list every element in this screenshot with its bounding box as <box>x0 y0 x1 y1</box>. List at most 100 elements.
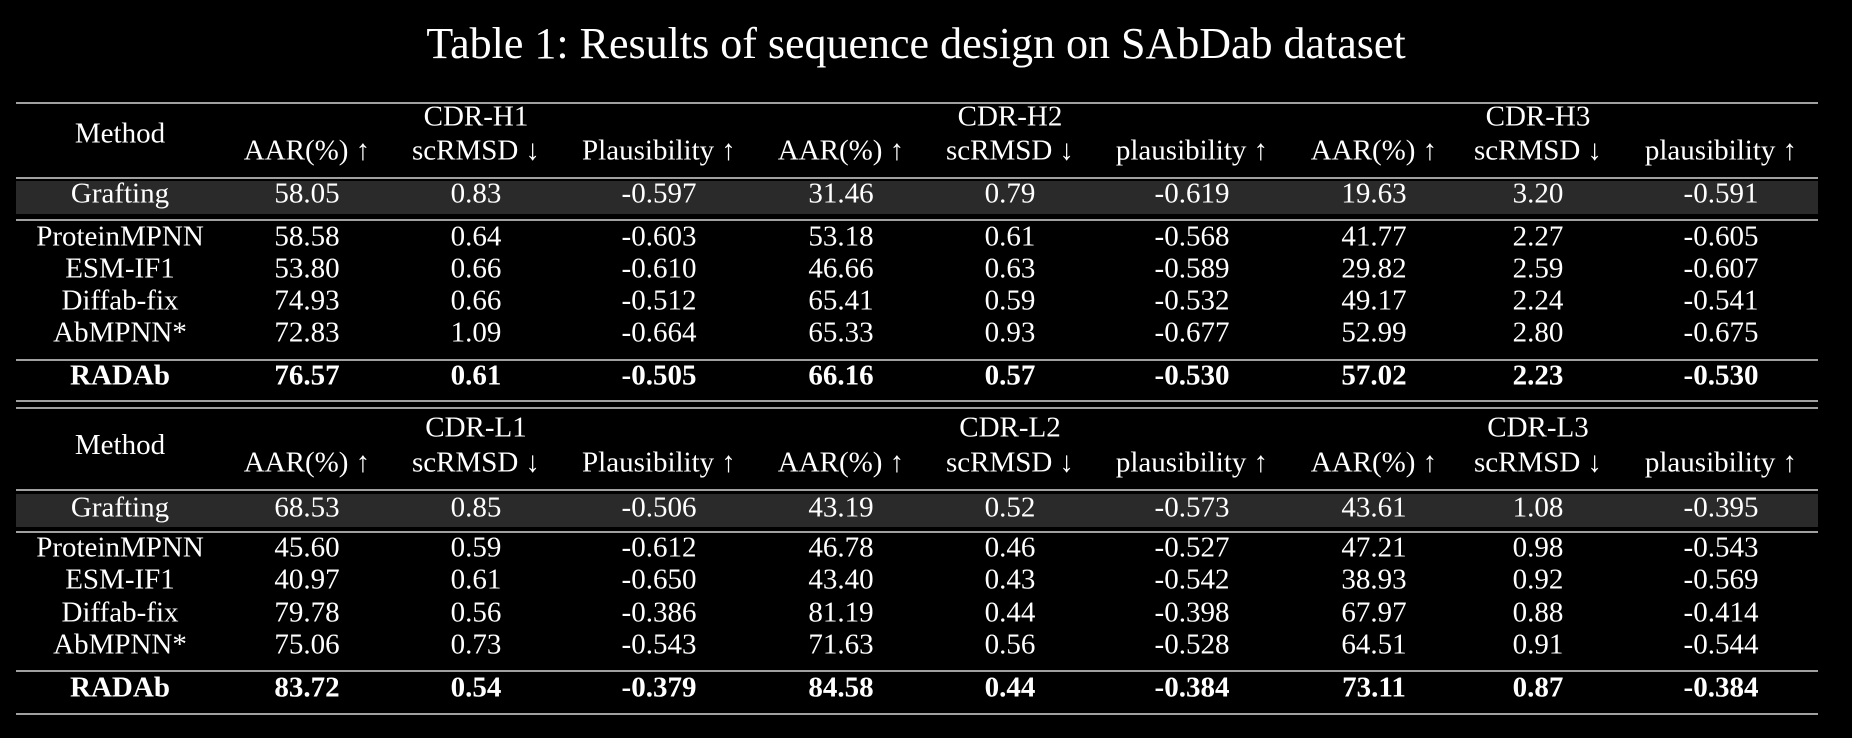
cell: 65.41 <box>808 285 873 317</box>
cell: 0.85 <box>451 492 502 524</box>
cell: -0.677 <box>1155 317 1230 349</box>
cell: -0.597 <box>622 178 697 210</box>
cell: 0.56 <box>985 629 1036 661</box>
cell: 0.91 <box>1513 629 1564 661</box>
cell: 41.77 <box>1341 221 1406 253</box>
cell: 0.93 <box>985 317 1036 349</box>
group-header: CDR-H3 <box>1486 101 1591 133</box>
column-header: scRMSD ↓ <box>1474 135 1602 167</box>
column-header: AAR(%) ↑ <box>778 135 904 167</box>
cell: -0.589 <box>1155 253 1230 285</box>
method-name: RADAb <box>70 360 170 392</box>
method-name: AbMPNN* <box>53 317 187 349</box>
method-header: Method <box>75 118 166 150</box>
cell: 38.93 <box>1341 564 1406 596</box>
cell: 43.19 <box>808 492 873 524</box>
column-header: AAR(%) ↑ <box>1311 135 1437 167</box>
cell: -0.386 <box>622 597 697 629</box>
method-name: ProteinMPNN <box>36 221 204 253</box>
cell: 0.54 <box>451 672 502 704</box>
cell: 0.79 <box>985 178 1036 210</box>
cell: 31.46 <box>808 178 873 210</box>
cell: 0.66 <box>451 285 502 317</box>
cell: 71.63 <box>808 629 873 661</box>
column-header: AAR(%) ↑ <box>1311 447 1437 479</box>
cell: -0.591 <box>1684 178 1759 210</box>
cell: 83.72 <box>274 672 339 704</box>
cell: -0.605 <box>1684 221 1759 253</box>
cell: 0.92 <box>1513 564 1564 596</box>
cell: -0.664 <box>622 317 697 349</box>
column-header: plausibility ↑ <box>1116 135 1268 167</box>
cell: 2.59 <box>1513 253 1564 285</box>
column-header: scRMSD ↓ <box>412 447 540 479</box>
cell: 0.56 <box>451 597 502 629</box>
method-name: Diffab-fix <box>61 597 179 629</box>
cell: 2.27 <box>1513 221 1564 253</box>
cell: -0.506 <box>622 492 697 524</box>
cell: -0.512 <box>622 285 697 317</box>
column-header: AAR(%) ↑ <box>244 447 370 479</box>
cell: 0.98 <box>1513 532 1564 564</box>
cell: -0.379 <box>622 672 697 704</box>
column-header: scRMSD ↓ <box>946 135 1074 167</box>
cell: 66.16 <box>808 360 873 392</box>
cell: 76.57 <box>274 360 339 392</box>
cell: 0.61 <box>451 564 502 596</box>
group-header: CDR-H2 <box>958 101 1063 133</box>
method-name: Grafting <box>71 178 169 210</box>
column-header: scRMSD ↓ <box>1474 447 1602 479</box>
cell: -0.543 <box>622 629 697 661</box>
cell: 43.61 <box>1341 492 1406 524</box>
cell: -0.544 <box>1684 629 1759 661</box>
cell: 0.88 <box>1513 597 1564 629</box>
group-header: CDR-L3 <box>1487 412 1589 444</box>
method-name: Diffab-fix <box>61 285 179 317</box>
cell: -0.528 <box>1155 629 1230 661</box>
cell: 0.64 <box>451 221 502 253</box>
cell: -0.607 <box>1684 253 1759 285</box>
column-header: Plausibility ↑ <box>582 447 736 479</box>
cell: -0.619 <box>1155 178 1230 210</box>
cell: 74.93 <box>274 285 339 317</box>
method-name: ProteinMPNN <box>36 532 204 564</box>
cell: 0.73 <box>451 629 502 661</box>
cell: -0.569 <box>1684 564 1759 596</box>
cell: 2.80 <box>1513 317 1564 349</box>
cell: -0.384 <box>1684 672 1759 704</box>
group-header: CDR-L2 <box>959 412 1061 444</box>
cell: 0.43 <box>985 564 1036 596</box>
cell: 58.05 <box>274 178 339 210</box>
method-name: ESM-IF1 <box>65 564 175 596</box>
cell: 64.51 <box>1341 629 1406 661</box>
cell: -0.398 <box>1155 597 1230 629</box>
cell: 67.97 <box>1341 597 1406 629</box>
baseline-band <box>16 494 1818 527</box>
cell: 53.80 <box>274 253 339 285</box>
cell: -0.532 <box>1155 285 1230 317</box>
cell: 0.46 <box>985 532 1036 564</box>
group-header: CDR-L1 <box>425 412 527 444</box>
cell: 1.08 <box>1513 492 1564 524</box>
cell: 0.66 <box>451 253 502 285</box>
cell: -0.542 <box>1155 564 1230 596</box>
cell: 2.24 <box>1513 285 1564 317</box>
cell: -0.384 <box>1155 672 1230 704</box>
cell: -0.527 <box>1155 532 1230 564</box>
cell: 75.06 <box>274 629 339 661</box>
cell: 73.11 <box>1342 672 1406 704</box>
baseline-band <box>16 181 1818 214</box>
cell: 68.53 <box>274 492 339 524</box>
cell: -0.414 <box>1684 597 1759 629</box>
cell: 0.57 <box>985 360 1036 392</box>
cell: -0.612 <box>622 532 697 564</box>
cell: 0.87 <box>1513 672 1564 704</box>
cell: 79.78 <box>274 597 339 629</box>
cell: 29.82 <box>1341 253 1406 285</box>
cell: 46.66 <box>808 253 873 285</box>
method-name: RADAb <box>70 672 170 704</box>
cell: -0.675 <box>1684 317 1759 349</box>
cell: 0.59 <box>985 285 1036 317</box>
cell: 81.19 <box>808 597 873 629</box>
